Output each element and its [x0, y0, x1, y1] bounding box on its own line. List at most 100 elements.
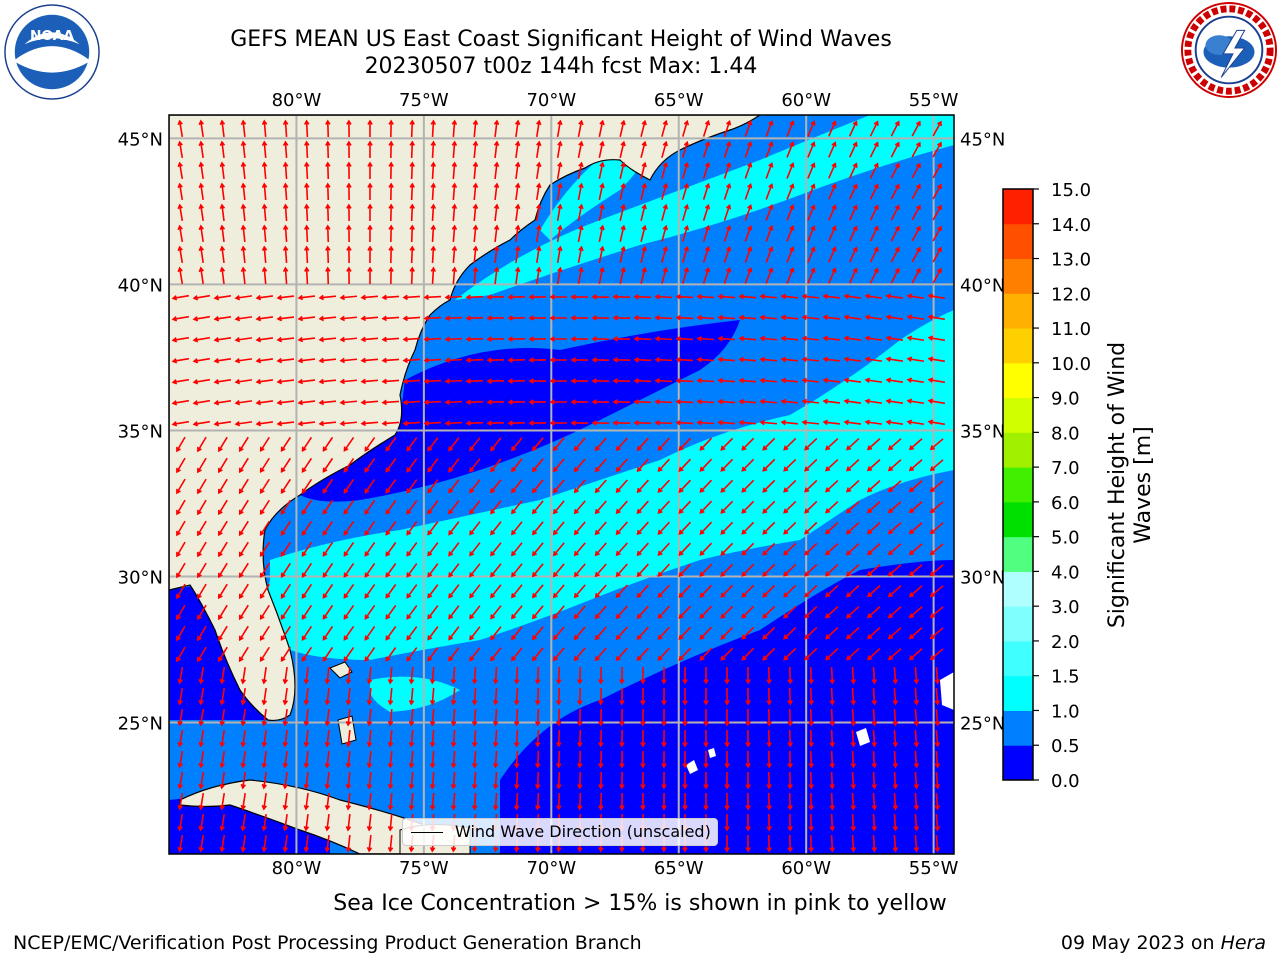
wave-direction-arrow [640, 245, 647, 263]
wave-direction-arrow [448, 458, 460, 473]
wave-direction-arrow [801, 398, 820, 405]
wave-direction-arrow [906, 314, 925, 321]
wave-direction-arrow [528, 294, 547, 300]
wave-direction-arrow [343, 583, 355, 599]
wave-direction-arrow [388, 182, 394, 201]
wave-direction-arrow [381, 420, 400, 427]
wave-direction-arrow [766, 792, 772, 811]
wave-direction-arrow [346, 182, 352, 201]
wave-direction-arrow [318, 357, 337, 364]
wave-direction-arrow [406, 647, 418, 662]
credit-producer: NCEP/EMC/Verification Post Processing Pr… [13, 932, 642, 954]
wave-direction-arrow [469, 542, 481, 557]
wave-direction-arrow [850, 771, 857, 790]
wave-direction-arrow [640, 203, 647, 221]
wave-direction-arrow [346, 203, 352, 222]
wave-direction-arrow [531, 458, 544, 473]
wave-direction-arrow [720, 647, 734, 661]
wave-direction-arrow [804, 437, 818, 451]
wave-direction-arrow [318, 294, 337, 301]
wave-direction-arrow [741, 458, 755, 472]
wave-direction-arrow [640, 750, 646, 769]
lat-tick-label-left: 35°N [118, 421, 163, 442]
land-bahamas-1 [329, 661, 353, 679]
wave-direction-arrow [219, 750, 226, 769]
wave-direction-arrow [240, 266, 247, 285]
wave-direction-arrow [783, 500, 797, 514]
land-north-america [169, 115, 762, 722]
wave-direction-arrow [871, 834, 878, 853]
wave-direction-arrow [871, 771, 878, 790]
wave-direction-arrow [682, 666, 688, 685]
wave-direction-arrow [514, 161, 521, 180]
wave-direction-arrow [490, 521, 502, 536]
wave-direction-arrow [280, 436, 292, 453]
wave-direction-arrow [198, 771, 205, 790]
wave-direction-arrow [429, 708, 436, 727]
wave-direction-arrow [385, 605, 397, 620]
wave-direction-arrow [703, 792, 709, 811]
wave-direction-arrow [765, 204, 774, 221]
white-patch-3 [686, 760, 698, 774]
wave-direction-arrow [745, 771, 751, 790]
wave-direction-arrow [619, 771, 625, 790]
wave-direction-arrow [549, 315, 568, 321]
wave-direction-arrow [783, 437, 797, 451]
wave-direction-arrow [198, 161, 204, 180]
wave-direction-arrow [282, 140, 289, 159]
wave-direction-arrow [318, 336, 337, 343]
wave-direction-arrow [577, 729, 583, 748]
wave-direction-arrow [829, 666, 835, 685]
wave-direction-arrow [822, 398, 841, 405]
wave-direction-arrow [556, 140, 563, 159]
wave-direction-arrow [385, 521, 397, 536]
wave-direction-arrow [219, 203, 226, 222]
wave-direction-arrow [934, 750, 941, 769]
wave-direction-arrow [633, 294, 652, 300]
wave-direction-arrow [759, 335, 778, 342]
wave-direction-arrow [850, 708, 857, 727]
wave-direction-arrow [570, 294, 589, 300]
wave-direction-arrow [717, 314, 736, 321]
wave-direction-arrow [871, 750, 878, 769]
wave-direction-arrow [490, 626, 502, 641]
wave-direction-arrow [469, 647, 481, 662]
wave-direction-arrow [427, 479, 439, 494]
wave-direction-arrow [280, 457, 292, 474]
wave-direction-arrow [469, 500, 481, 515]
wave-direction-arrow [177, 140, 184, 159]
wave-direction-arrow [745, 750, 751, 769]
wave-direction-arrow [318, 420, 337, 427]
wave-direction-arrow [280, 478, 292, 495]
wave-direction-arrow [934, 687, 941, 706]
wave-direction-arrow [513, 750, 520, 769]
wave-direction-arrow [598, 224, 605, 242]
wave-direction-arrow [385, 626, 397, 641]
wave-direction-arrow [490, 605, 502, 620]
wave-direction-arrow [255, 315, 274, 322]
wave-direction-arrow [911, 246, 921, 263]
wave-direction-arrow [367, 161, 373, 180]
wave-direction-arrow [240, 182, 247, 201]
wave-direction-arrow [423, 336, 442, 343]
wave-direction-arrow [927, 398, 946, 405]
wave-direction-arrow [511, 584, 523, 599]
wave-direction-arrow [507, 420, 526, 426]
wave-direction-arrow [699, 479, 713, 493]
wave-direction-arrow [825, 647, 839, 661]
wave-direction-arrow [427, 605, 439, 620]
wave-direction-arrow [807, 225, 816, 242]
wave-direction-arrow [745, 813, 751, 832]
wave-direction-arrow [535, 119, 542, 138]
wave-direction-arrow [887, 522, 902, 535]
wave-direction-arrow [682, 708, 688, 727]
wave-direction-arrow [822, 314, 841, 321]
lon-tick-label-top: 60°W [781, 90, 831, 111]
wave-direction-arrow [402, 315, 421, 322]
wave-direction-arrow [657, 521, 671, 536]
wave-direction-arrow [573, 521, 586, 536]
wave-direction-arrow [720, 542, 734, 556]
wave-direction-arrow [219, 708, 226, 727]
wave-direction-arrow [303, 687, 310, 706]
wave-direction-arrow [325, 182, 331, 201]
